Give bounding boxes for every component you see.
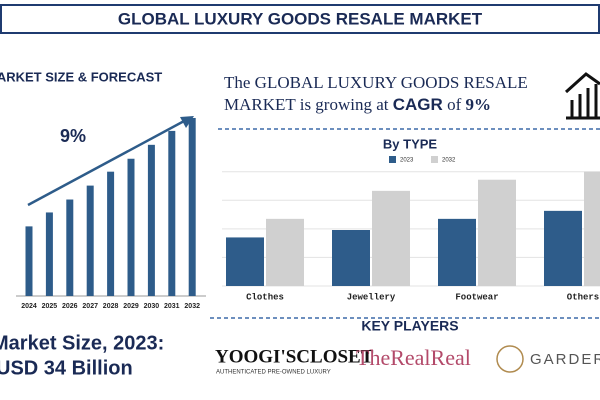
trend-arrow: [27, 118, 187, 207]
bar: [438, 218, 476, 286]
bar: [147, 144, 155, 296]
x-tick-label: 2025: [42, 303, 58, 310]
x-tick-label: 2031: [164, 303, 180, 310]
x-tick-label: 2032: [184, 303, 200, 310]
bar: [168, 130, 176, 296]
bar: [188, 117, 196, 297]
player-logo: GARDEROBE: [530, 351, 600, 368]
statement-line: MARKET is growing at CAGR of 9%: [224, 95, 491, 115]
bar: [127, 158, 135, 296]
player-logo: TheRealReal: [356, 345, 471, 370]
bar: [86, 185, 94, 296]
x-tick-label: 2027: [82, 303, 98, 310]
x-tick-label: Jewellery: [347, 292, 396, 302]
cagr: CAGR: [393, 95, 443, 114]
bar: [45, 212, 53, 296]
bar: [544, 210, 582, 286]
statement-text: of: [447, 95, 462, 114]
bar: [226, 237, 264, 286]
key-players-heading: KEY PLAYERS: [361, 318, 458, 334]
trend-arrowhead: [180, 116, 194, 128]
x-tick-label: Others: [567, 292, 599, 302]
bar: [266, 218, 304, 286]
x-tick-label: 2030: [144, 303, 160, 310]
statement-text: MARKET is growing at: [224, 95, 389, 114]
forecast-heading: MARKET SIZE & FORECAST: [0, 69, 162, 84]
market-size-value: USD 34 Billion: [0, 357, 133, 379]
legend-swatch: [389, 156, 396, 163]
bar: [66, 199, 74, 296]
title-frame: [0, 4, 600, 34]
bar: [478, 179, 516, 286]
house-chart-icon: [564, 72, 600, 120]
legend-label: 2032: [442, 158, 456, 164]
bar: [584, 171, 600, 286]
bar: [25, 226, 33, 296]
x-tick-label: 2026: [62, 303, 78, 310]
statement-line: The GLOBAL LUXURY GOODS RESALE: [224, 73, 528, 92]
legend-swatch: [431, 156, 438, 163]
legend-label: 2023: [400, 158, 414, 164]
bar: [107, 171, 115, 296]
market-size-label: Market Size, 2023:: [0, 332, 164, 354]
x-tick-label: 2028: [103, 303, 119, 310]
garderobe-emblem: [496, 345, 524, 373]
x-tick-label: 2024: [21, 303, 37, 310]
player-logo: YOOGI'SCLOSET: [215, 346, 374, 367]
statement-text: The GLOBAL LUXURY GOODS RESALE: [224, 73, 528, 92]
annotation: 9%: [60, 126, 86, 146]
player-tagline: AUTHENTICATED PRE-OWNED LUXURY: [216, 370, 331, 376]
x-tick-label: Clothes: [246, 292, 284, 302]
x-tick-label: 2029: [123, 303, 139, 310]
chart-title: By TYPE: [383, 136, 438, 151]
bar: [372, 190, 410, 286]
bar: [332, 230, 370, 286]
page-title: GLOBAL LUXURY GOODS RESALE MARKET: [118, 9, 483, 28]
x-tick-label: Footwear: [455, 292, 498, 302]
cagr-rate: 9%: [465, 95, 491, 114]
